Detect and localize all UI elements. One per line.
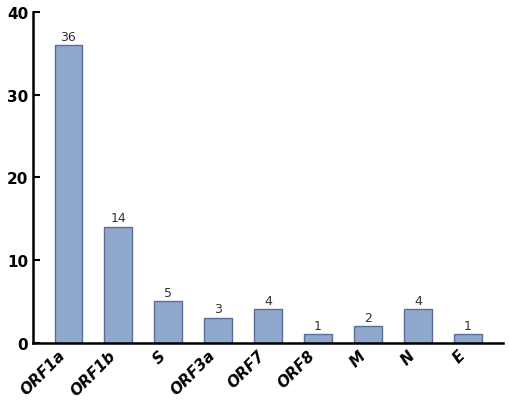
Text: 5: 5 [164,286,172,299]
Text: 1: 1 [463,319,471,332]
Bar [54,46,82,343]
Text: 1: 1 [314,319,321,332]
Bar [154,301,182,343]
Text: 36: 36 [60,30,76,43]
Text: 4: 4 [413,294,421,307]
Bar [304,335,331,343]
Text: 4: 4 [264,294,271,307]
Bar [454,335,481,343]
Bar [204,318,232,343]
Text: 2: 2 [363,311,371,324]
Bar [254,310,281,343]
Bar [354,326,381,343]
Text: 14: 14 [110,212,126,225]
Text: 3: 3 [214,303,221,315]
Bar [404,310,431,343]
Bar [104,227,132,343]
